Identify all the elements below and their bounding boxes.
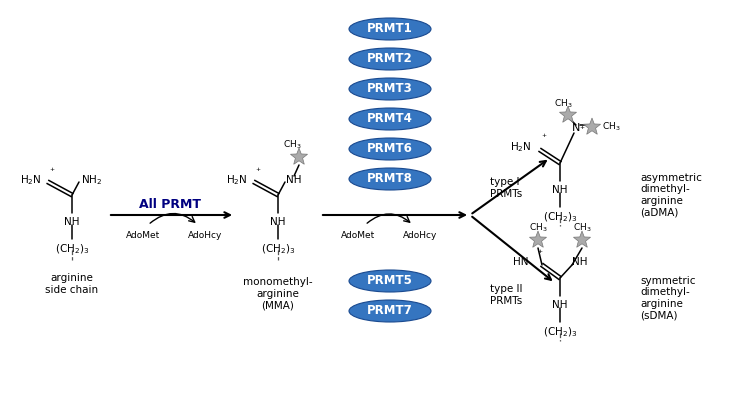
Ellipse shape (349, 108, 431, 130)
Text: NH: NH (572, 257, 588, 267)
Polygon shape (559, 106, 577, 122)
Text: (CH$_2$)$_3$: (CH$_2$)$_3$ (543, 325, 577, 339)
Text: CH$_3$: CH$_3$ (529, 222, 548, 234)
Text: type II
PRMTs: type II PRMTs (490, 284, 523, 306)
Text: $^+$: $^+$ (540, 133, 548, 142)
Ellipse shape (349, 300, 431, 322)
Text: PRMT4: PRMT4 (367, 113, 413, 126)
Text: CH$_3$: CH$_3$ (572, 222, 591, 234)
Text: PRMT2: PRMT2 (367, 53, 413, 66)
Ellipse shape (349, 168, 431, 190)
Text: H$_2$N: H$_2$N (20, 173, 42, 187)
Polygon shape (583, 118, 601, 134)
Text: H$_2$N: H$_2$N (510, 140, 532, 154)
Text: PRMT3: PRMT3 (367, 83, 413, 96)
Text: (CH$_2$)$_3$: (CH$_2$)$_3$ (55, 242, 89, 256)
Text: $^+$: $^+$ (536, 248, 544, 257)
Text: NH: NH (286, 175, 301, 185)
Text: NH: NH (270, 217, 286, 227)
Text: PRMT8: PRMT8 (367, 173, 413, 185)
Text: (CH$_2$)$_3$: (CH$_2$)$_3$ (261, 242, 295, 256)
Text: NH: NH (64, 217, 80, 227)
Text: H$_2$N: H$_2$N (227, 173, 248, 187)
Text: N: N (572, 123, 580, 133)
Ellipse shape (349, 270, 431, 292)
Text: PRMT6: PRMT6 (367, 143, 413, 156)
Text: symmetric
dimethyl-
arginine
(sDMA): symmetric dimethyl- arginine (sDMA) (640, 275, 695, 320)
Text: AdoHcy: AdoHcy (188, 230, 222, 239)
Ellipse shape (349, 48, 431, 70)
Text: PRMT7: PRMT7 (367, 305, 413, 318)
Text: All PRMT: All PRMT (139, 198, 201, 211)
Ellipse shape (349, 18, 431, 40)
Text: AdoHcy: AdoHcy (403, 230, 437, 239)
Text: asymmetric
dimethyl-
arginine
(aDMA): asymmetric dimethyl- arginine (aDMA) (640, 173, 702, 217)
Text: $^+$: $^+$ (254, 166, 262, 175)
Text: NH: NH (552, 185, 568, 195)
Text: type I
PRMTs: type I PRMTs (490, 177, 522, 199)
Text: AdoMet: AdoMet (126, 230, 160, 239)
Text: NH: NH (552, 300, 568, 310)
Text: PRMT5: PRMT5 (367, 275, 413, 288)
Text: HN: HN (512, 257, 528, 267)
Text: $^+$: $^+$ (578, 124, 586, 133)
Text: CH$_3$: CH$_3$ (553, 98, 572, 110)
Polygon shape (573, 231, 591, 247)
Text: NH$_2$: NH$_2$ (81, 173, 102, 187)
Ellipse shape (349, 78, 431, 100)
Text: PRMT1: PRMT1 (367, 23, 413, 36)
Ellipse shape (349, 138, 431, 160)
Text: $^+$: $^+$ (48, 166, 56, 175)
Polygon shape (529, 231, 547, 247)
Text: (CH$_2$)$_3$: (CH$_2$)$_3$ (543, 210, 577, 224)
Text: arginine
side chain: arginine side chain (45, 273, 99, 294)
Text: CH$_3$: CH$_3$ (283, 139, 301, 151)
Polygon shape (290, 148, 308, 164)
Text: monomethyl-
arginine
(MMA): monomethyl- arginine (MMA) (243, 277, 313, 310)
Text: CH$_3$: CH$_3$ (602, 121, 621, 133)
Text: AdoMet: AdoMet (341, 230, 375, 239)
